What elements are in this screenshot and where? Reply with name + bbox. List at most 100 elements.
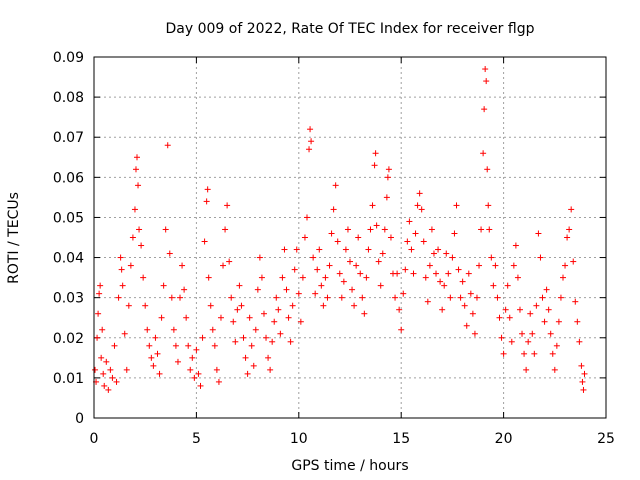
data-point xyxy=(564,234,571,241)
x-tick-label: 10 xyxy=(290,431,308,447)
data-point xyxy=(271,318,278,325)
data-point xyxy=(211,342,218,349)
data-point xyxy=(152,334,159,341)
data-point xyxy=(486,226,493,233)
data-point xyxy=(384,174,391,181)
data-point xyxy=(506,314,513,321)
grid-lines xyxy=(94,57,606,418)
data-point xyxy=(412,230,419,237)
data-point xyxy=(428,226,435,233)
data-point xyxy=(488,254,495,261)
data-point xyxy=(349,286,356,293)
data-point xyxy=(361,310,368,317)
data-point xyxy=(480,150,487,157)
data-point xyxy=(445,270,452,277)
data-point xyxy=(279,274,286,281)
data-point xyxy=(242,354,249,361)
data-point xyxy=(372,150,379,157)
data-point xyxy=(324,294,331,301)
data-point xyxy=(328,230,335,237)
data-point xyxy=(353,262,360,269)
data-point xyxy=(551,366,558,373)
y-tick-label: 0.04 xyxy=(53,251,84,267)
data-point xyxy=(449,254,456,261)
data-point xyxy=(105,386,112,393)
data-point xyxy=(541,318,548,325)
data-point xyxy=(334,238,341,245)
data-point xyxy=(299,274,306,281)
data-point xyxy=(485,202,492,209)
data-point xyxy=(402,266,409,273)
data-point xyxy=(197,382,204,389)
data-point xyxy=(379,250,386,257)
data-point xyxy=(385,166,392,173)
data-point xyxy=(127,262,134,269)
data-point xyxy=(101,382,108,389)
y-tick-label: 0.05 xyxy=(53,210,84,226)
data-point xyxy=(314,266,321,273)
data-point xyxy=(162,226,169,233)
data-point xyxy=(322,274,329,281)
data-point xyxy=(580,386,587,393)
data-point xyxy=(535,230,542,237)
data-point xyxy=(375,258,382,265)
data-point xyxy=(96,290,103,297)
data-point xyxy=(217,314,224,321)
data-point xyxy=(310,254,317,261)
data-point xyxy=(340,278,347,285)
data-point xyxy=(256,254,263,261)
data-point xyxy=(250,362,257,369)
data-point xyxy=(154,350,161,357)
data-point xyxy=(207,302,214,309)
data-point xyxy=(134,154,141,161)
data-point xyxy=(177,294,184,301)
data-point xyxy=(459,278,466,285)
data-point xyxy=(121,330,128,337)
x-tick-label: 20 xyxy=(495,431,513,447)
data-point xyxy=(293,246,300,253)
data-point xyxy=(135,182,142,189)
data-point xyxy=(281,246,288,253)
data-point xyxy=(166,250,173,257)
data-point xyxy=(519,330,526,337)
data-point xyxy=(158,314,165,321)
data-point xyxy=(465,270,472,277)
data-point xyxy=(244,370,251,377)
data-point xyxy=(277,330,284,337)
data-point xyxy=(131,206,138,213)
data-point xyxy=(344,226,351,233)
data-point xyxy=(226,258,233,265)
data-point xyxy=(199,334,206,341)
data-point xyxy=(193,346,200,353)
data-point xyxy=(547,330,554,337)
data-point xyxy=(537,254,544,261)
data-point xyxy=(273,294,280,301)
data-point xyxy=(574,318,581,325)
y-tick-label: 0 xyxy=(75,411,84,427)
data-point xyxy=(224,202,231,209)
data-point xyxy=(455,266,462,273)
data-point xyxy=(484,166,491,173)
data-point xyxy=(336,270,343,277)
data-point xyxy=(179,262,186,269)
data-point xyxy=(363,274,370,281)
data-point xyxy=(291,266,298,273)
data-point xyxy=(308,138,315,145)
y-tick-label: 0.08 xyxy=(53,90,84,106)
data-point xyxy=(357,270,364,277)
data-point xyxy=(396,306,403,313)
data-point xyxy=(457,294,464,301)
data-point xyxy=(430,250,437,257)
data-point xyxy=(422,274,429,281)
data-point xyxy=(295,290,302,297)
data-point xyxy=(146,342,153,349)
data-point xyxy=(559,274,566,281)
data-point xyxy=(94,334,101,341)
data-point xyxy=(478,226,485,233)
data-point xyxy=(142,302,149,309)
data-point xyxy=(527,310,534,317)
data-point xyxy=(132,166,139,173)
data-point xyxy=(338,294,345,301)
data-point xyxy=(418,206,425,213)
